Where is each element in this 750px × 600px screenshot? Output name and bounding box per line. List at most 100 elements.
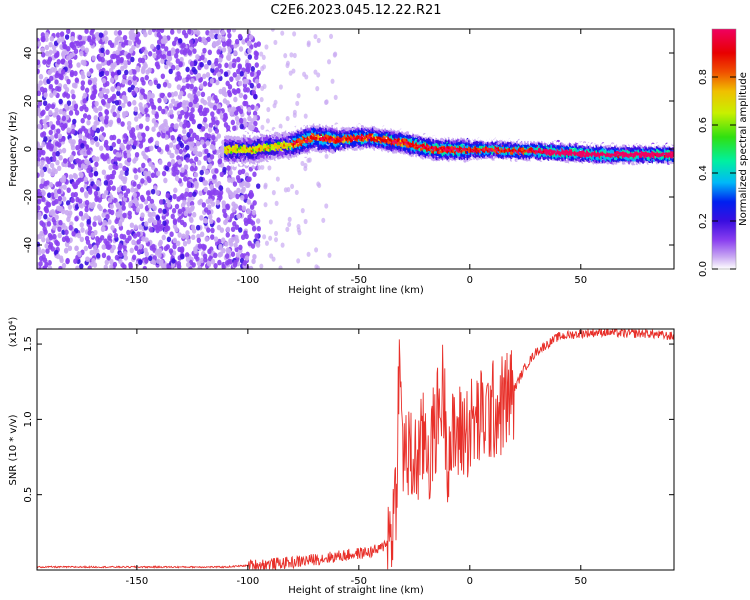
heatmap-cell: [70, 35, 75, 42]
heatmap-cell: [170, 134, 175, 141]
heatmap-cell: [185, 262, 191, 268]
heatmap-cell: [292, 52, 297, 59]
heatmap-cell: [151, 126, 156, 132]
heatmap-cell: [216, 217, 221, 223]
heatmap-cell: [189, 83, 194, 90]
heatmap-cell: [79, 222, 84, 228]
heatmap-cell: [226, 41, 232, 47]
heatmap-cell: [255, 240, 260, 247]
heatmap-cell: [97, 217, 102, 223]
heatmap-cell: [112, 261, 118, 268]
heatmap-cell: [237, 33, 243, 40]
heatmap-cell: [196, 260, 202, 267]
heatmap-cell: [166, 50, 172, 57]
heatmap-cell: [89, 29, 94, 36]
heatmap-cell: [159, 29, 165, 34]
heatmap-cell: [109, 264, 114, 269]
heatmap-cell: [247, 48, 252, 54]
heatmap-cell: [241, 39, 246, 45]
heatmap-cell: [100, 47, 105, 54]
heatmap-cell: [315, 86, 320, 92]
heatmap-cell: [172, 170, 177, 177]
heatmap-cell: [74, 216, 79, 222]
heatmap-cell: [239, 123, 244, 130]
heatmap-cell: [122, 244, 127, 250]
heatmap-cell: [312, 119, 316, 123]
heatmap-cell: [107, 235, 112, 241]
heatmap-cell: [172, 40, 177, 47]
heatmap-cell: [74, 109, 80, 116]
heatmap-cell: [247, 115, 252, 122]
heatmap-cell: [233, 110, 239, 116]
heatmap-cell: [177, 75, 182, 81]
heatmap-cell: [246, 208, 251, 215]
heatmap-cell: [178, 148, 184, 155]
heatmap-cell: [138, 203, 144, 210]
heatmap-cell: [100, 98, 106, 105]
heatmap-cell: [193, 156, 199, 162]
heatmap-cell: [296, 93, 301, 99]
heatmap-cell: [160, 43, 166, 49]
heatmap-cell: [43, 92, 48, 98]
heatmap-cell: [185, 144, 190, 151]
heatmap-cell: [289, 52, 294, 58]
heatmap-cell: [37, 123, 42, 130]
heatmap-cell: [214, 189, 220, 196]
heatmap-cell: [235, 252, 241, 258]
heatmap-cell: [111, 141, 117, 148]
heatmap-cell: [54, 133, 59, 139]
heatmap-cell: [82, 113, 88, 119]
heatmap-cell: [58, 98, 63, 105]
heatmap-cell: [119, 233, 124, 240]
heatmap-cell: [93, 170, 99, 177]
heatmap-cell: [133, 199, 139, 205]
heatmap-cell: [205, 72, 211, 78]
heatmap-cell: [102, 219, 108, 226]
heatmap-cell: [224, 241, 229, 247]
heatmap-cell: [212, 40, 217, 47]
heatmap-cell: [201, 36, 206, 43]
heatmap-cell: [132, 75, 137, 81]
heatmap-cell: [41, 149, 46, 156]
heatmap-cell: [183, 176, 188, 182]
heatmap-cell: [219, 171, 225, 178]
heatmap-cell: [209, 78, 214, 84]
heatmap-cell: [101, 225, 106, 232]
heatmap-cell: [169, 231, 174, 238]
heatmap-cell: [246, 40, 252, 47]
heatmap-cell: [37, 211, 42, 218]
heatmap-cell: [103, 180, 109, 186]
heatmap-cell: [112, 164, 117, 170]
heatmap-cell: [150, 172, 156, 179]
heatmap-cell: [81, 125, 86, 132]
heatmap-cell: [105, 103, 111, 109]
heatmap-cell: [153, 122, 159, 128]
heatmap-cell: [116, 90, 121, 97]
heatmap-cell: [324, 153, 329, 159]
heatmap-cell: [71, 128, 76, 135]
heatmap-cell: [125, 53, 131, 60]
heatmap-cell: [107, 197, 113, 203]
heatmap-cell: [240, 188, 246, 194]
heatmap-cell: [266, 106, 271, 113]
heatmap-cell: [84, 132, 90, 138]
heatmap-cell: [234, 38, 240, 45]
heatmap-cell: [207, 248, 212, 255]
heatmap-cell: [94, 107, 99, 114]
heatmap-cell: [40, 248, 46, 255]
heatmap-cell: [98, 105, 103, 112]
heatmap-cell: [149, 198, 155, 205]
heatmap-cell: [143, 221, 149, 227]
heatmap-cell: [200, 54, 205, 61]
heatmap-cell: [58, 73, 63, 80]
heatmap-cell: [65, 200, 71, 206]
heatmap-cell: [194, 134, 200, 141]
heatmap-cell: [138, 259, 143, 266]
heatmap-cell: [91, 124, 97, 131]
heatmap-cell: [178, 38, 183, 44]
heatmap-cell: [84, 206, 89, 213]
heatmap-cell: [68, 174, 74, 180]
heatmap-cell: [170, 158, 176, 165]
heatmap-cell: [182, 199, 187, 206]
heatmap-cell: [105, 213, 110, 220]
